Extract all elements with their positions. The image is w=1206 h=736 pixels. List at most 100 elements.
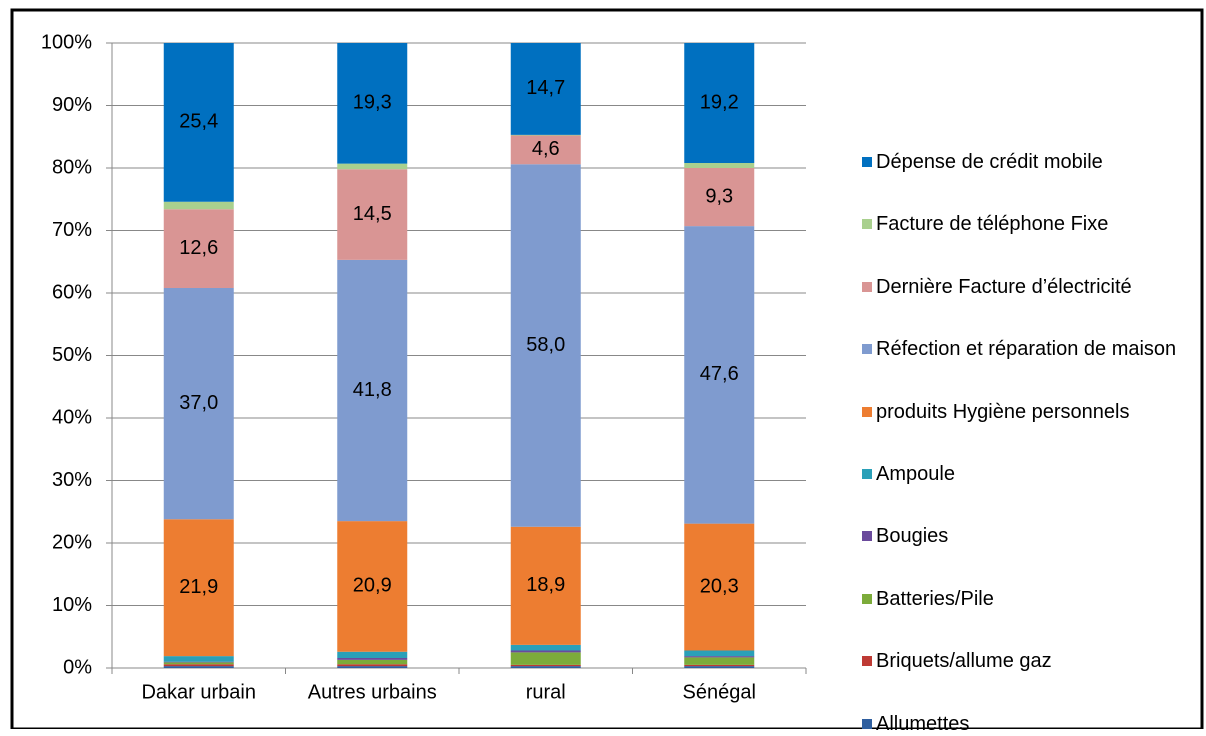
legend-label: Batteries/Pile (876, 587, 994, 610)
bar-segment (337, 43, 408, 164)
legend-item: Facture de téléphone Fixe (862, 212, 1192, 236)
bar-segment (337, 651, 408, 658)
bar-segment (163, 209, 234, 288)
legend-swatch (862, 593, 872, 604)
y-tick-label: 80% (52, 156, 92, 178)
legend-item: Batteries/Pile (862, 587, 1192, 611)
legend-item: Dernière Facture d’électricité (862, 275, 1192, 299)
bar-segment (337, 169, 408, 260)
bar-segment (163, 201, 234, 210)
bar-segment (510, 644, 581, 651)
bar-segment (337, 259, 408, 522)
bar-segment (510, 664, 581, 667)
data-label: 41,8 (353, 379, 392, 401)
legend-swatch (862, 157, 872, 167)
y-tick-label: 60% (52, 281, 92, 303)
bar-segment (684, 523, 755, 651)
bar-segment (510, 135, 581, 165)
data-label: 37,0 (179, 392, 218, 414)
bar-segment (163, 661, 234, 663)
legend-item: Ampoule (862, 462, 1192, 486)
bar-segment (684, 664, 755, 667)
legend-item: Dépense de crédit mobile (862, 150, 1192, 174)
legend-label: produits Hygiène personnels (876, 400, 1130, 423)
legend-swatch (862, 219, 872, 230)
bar-segment (337, 659, 408, 665)
legend-item: Réfection et réparation de maison (862, 337, 1192, 361)
bar-segment (163, 662, 234, 665)
legend-label: Allumettes (876, 712, 970, 735)
data-label: 25,4 (179, 111, 218, 133)
legend-label: Briquets/allume gaz (876, 650, 1052, 673)
data-label: 58,0 (526, 334, 565, 356)
data-label: 9,3 (705, 185, 733, 207)
legend-item: produits Hygiène personnels (862, 400, 1192, 424)
y-tick-label: 70% (52, 219, 92, 241)
legend-swatch (862, 469, 872, 479)
y-tick-label: 10% (52, 594, 92, 616)
legend-swatch (862, 281, 872, 292)
x-tick-label: Sénégal (683, 681, 756, 703)
bar-segment (510, 43, 581, 135)
bar-segment (684, 666, 755, 668)
bar-segment (163, 664, 234, 667)
bar-segment (684, 163, 755, 168)
x-tick-label: rural (526, 681, 566, 703)
bar-segment (510, 652, 581, 665)
bar-segment (684, 43, 755, 163)
data-label: 19,2 (700, 91, 739, 113)
data-label: 20,3 (700, 575, 739, 597)
data-label: 19,3 (353, 92, 392, 114)
bar-segment (684, 657, 755, 665)
x-tick-label: Autres urbains (308, 681, 437, 703)
legend-label: Facture de téléphone Fixe (876, 213, 1109, 236)
legend-label: Réfection et réparation de maison (876, 338, 1177, 361)
y-tick-label: 40% (52, 406, 92, 428)
legend-swatch (862, 531, 872, 542)
data-label: 12,6 (179, 237, 218, 259)
legend-swatch (862, 344, 872, 355)
data-label: 14,5 (353, 203, 392, 225)
bar-segment (684, 168, 755, 227)
data-label: 4,6 (532, 138, 560, 160)
bar-segment (337, 521, 408, 652)
bar-segment (684, 226, 755, 524)
data-label: 47,6 (700, 363, 739, 385)
bar-segment (163, 656, 234, 662)
bar-segment (163, 43, 234, 202)
y-tick-label: 0% (63, 656, 92, 678)
bar-segment (163, 666, 234, 668)
y-tick-label: 100% (41, 31, 92, 53)
legend-label: Dernière Facture d’électricité (876, 275, 1132, 298)
bar-segment (510, 134, 581, 136)
bar-segment (684, 650, 755, 657)
bar-segment (337, 664, 408, 667)
y-tick-label: 90% (52, 94, 92, 116)
bar-segment (337, 163, 408, 170)
data-label: 14,7 (526, 77, 565, 99)
bar-segment (510, 666, 581, 668)
legend-label: Dépense de crédit mobile (876, 151, 1103, 173)
legend-swatch (862, 656, 872, 667)
frame (10, 8, 1204, 729)
y-tick-label: 20% (52, 531, 92, 553)
legend-label: Ampoule (876, 463, 955, 485)
bar-segment (337, 666, 408, 668)
data-label: 21,9 (179, 576, 218, 598)
data-label: 20,9 (353, 575, 392, 597)
bar-segment (163, 519, 234, 657)
data-label: 18,9 (526, 574, 565, 596)
bar-segment (510, 650, 581, 653)
legend-item: Allumettes (862, 712, 1192, 736)
legend-item: Bougies (862, 524, 1192, 548)
legend-swatch (862, 718, 872, 729)
x-tick-label: Dakar urbain (141, 681, 256, 703)
legend-item: Briquets/allume gaz (862, 649, 1192, 673)
bar-segment (163, 288, 234, 520)
y-tick-label: 30% (52, 469, 92, 491)
bar-segment (510, 526, 581, 645)
bar-segment (510, 164, 581, 527)
legend-swatch (862, 406, 872, 417)
